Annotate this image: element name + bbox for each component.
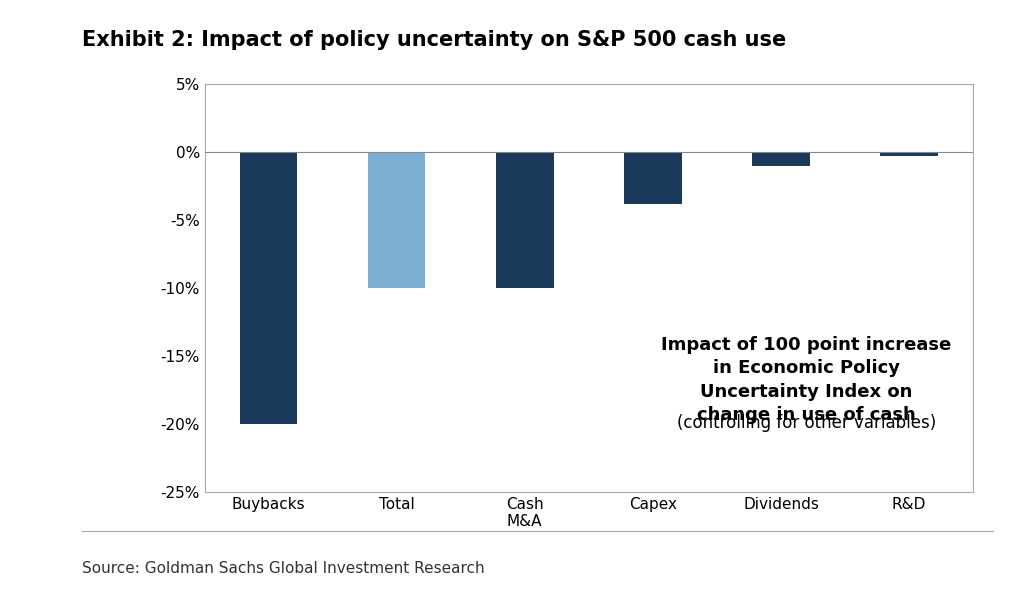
Text: Exhibit 2: Impact of policy uncertainty on S&P 500 cash use: Exhibit 2: Impact of policy uncertainty … (82, 30, 786, 50)
Text: Impact of 100 point increase
in Economic Policy
Uncertainty Index on
change in u: Impact of 100 point increase in Economic… (662, 335, 951, 424)
Bar (624, 152, 682, 203)
Bar (496, 152, 554, 288)
Bar (368, 152, 425, 288)
Text: Source: Goldman Sachs Global Investment Research: Source: Goldman Sachs Global Investment … (82, 561, 484, 576)
Bar (881, 152, 938, 156)
Text: (controlling for other variables): (controlling for other variables) (677, 415, 936, 433)
Bar (240, 152, 297, 424)
Bar (753, 152, 810, 166)
